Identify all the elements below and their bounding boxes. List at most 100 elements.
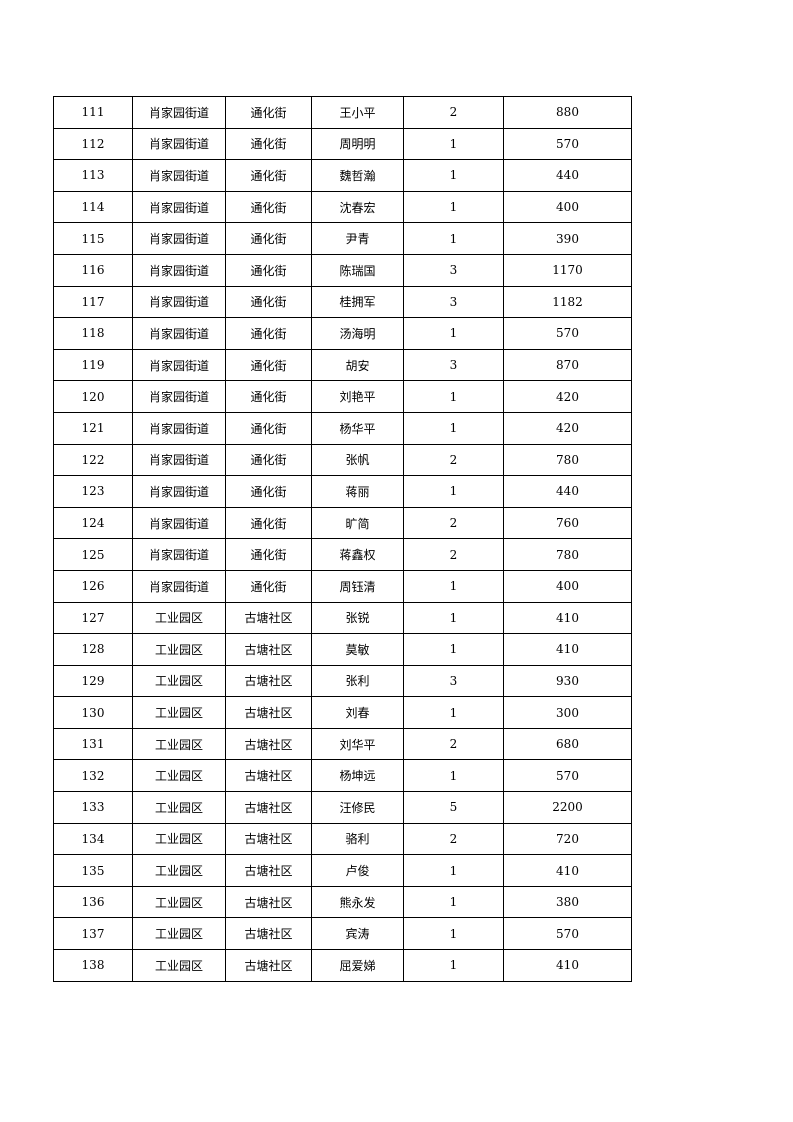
cell-count: 1 — [403, 696, 504, 729]
cell-amount: 410 — [503, 633, 632, 666]
cell-name: 蒋丽 — [311, 475, 404, 508]
cell-amount: 760 — [503, 506, 632, 540]
cell-street: 肖家园街道 — [132, 190, 226, 224]
table-row: 135 工业园区 古塘社区 卢俊 1 410 — [53, 854, 632, 887]
table-row: 132 工业园区 古塘社区 杨坤远 1 570 — [53, 759, 632, 793]
cell-amount: 420 — [503, 380, 632, 413]
cell-row-number: 114 — [53, 190, 133, 224]
table-row: 118 肖家园街道 通化街 汤海明 1 570 — [53, 317, 632, 350]
cell-name: 张帆 — [311, 443, 404, 477]
cell-street: 工业园区 — [132, 727, 226, 761]
table-row: 116 肖家园街道 通化街 陈瑞国 3 1170 — [53, 253, 632, 287]
table-row: 124 肖家园街道 通化街 旷简 2 760 — [53, 506, 632, 540]
cell-name: 魏哲瀚 — [311, 159, 404, 192]
table-row: 126 肖家园街道 通化街 周钰清 1 400 — [53, 569, 632, 603]
cell-street: 工业园区 — [132, 664, 226, 698]
cell-row-number: 135 — [53, 854, 133, 887]
cell-community: 古塘社区 — [225, 822, 312, 856]
table-row: 134 工业园区 古塘社区 骆利 2 720 — [53, 822, 632, 856]
cell-count: 3 — [403, 285, 504, 319]
cell-row-number: 121 — [53, 411, 133, 445]
cell-count: 1 — [403, 127, 504, 161]
cell-name: 刘艳平 — [311, 380, 404, 413]
cell-name: 卢俊 — [311, 854, 404, 887]
cell-name: 熊永发 — [311, 885, 404, 919]
cell-count: 2 — [403, 443, 504, 477]
table-row: 120 肖家园街道 通化街 刘艳平 1 420 — [53, 380, 632, 413]
cell-row-number: 126 — [53, 569, 133, 603]
cell-community: 古塘社区 — [225, 727, 312, 761]
cell-count: 1 — [403, 222, 504, 255]
cell-count: 1 — [403, 190, 504, 224]
cell-community: 古塘社区 — [225, 949, 312, 982]
cell-amount: 410 — [503, 949, 632, 982]
cell-name: 莫敏 — [311, 633, 404, 666]
cell-row-number: 137 — [53, 917, 133, 951]
cell-street: 工业园区 — [132, 633, 226, 666]
cell-row-number: 131 — [53, 727, 133, 761]
cell-amount: 440 — [503, 475, 632, 508]
cell-row-number: 122 — [53, 443, 133, 477]
cell-street: 肖家园街道 — [132, 443, 226, 477]
table-row: 113 肖家园街道 通化街 魏哲瀚 1 440 — [53, 159, 632, 192]
table-row: 121 肖家园街道 通化街 杨华平 1 420 — [53, 411, 632, 445]
cell-name: 陈瑞国 — [311, 253, 404, 287]
cell-count: 3 — [403, 348, 504, 382]
cell-name: 尹青 — [311, 222, 404, 255]
cell-street: 工业园区 — [132, 949, 226, 982]
cell-row-number: 129 — [53, 664, 133, 698]
table-row: 125 肖家园街道 通化街 蒋鑫权 2 780 — [53, 538, 632, 571]
table-row: 131 工业园区 古塘社区 刘华平 2 680 — [53, 727, 632, 761]
cell-amount: 570 — [503, 917, 632, 951]
table-row: 115 肖家园街道 通化街 尹青 1 390 — [53, 222, 632, 255]
cell-count: 1 — [403, 475, 504, 508]
cell-street: 肖家园街道 — [132, 253, 226, 287]
cell-community: 古塘社区 — [225, 854, 312, 887]
cell-community: 通化街 — [225, 569, 312, 603]
cell-amount: 380 — [503, 885, 632, 919]
cell-name: 屈爱娣 — [311, 949, 404, 982]
cell-name: 汤海明 — [311, 317, 404, 350]
cell-amount: 570 — [503, 759, 632, 793]
cell-name: 桂拥军 — [311, 285, 404, 319]
cell-street: 肖家园街道 — [132, 285, 226, 319]
cell-count: 5 — [403, 791, 504, 824]
cell-street: 肖家园街道 — [132, 475, 226, 508]
cell-community: 通化街 — [225, 285, 312, 319]
cell-name: 王小平 — [311, 96, 404, 129]
cell-count: 1 — [403, 885, 504, 919]
table-row: 119 肖家园街道 通化街 胡安 3 870 — [53, 348, 632, 382]
cell-count: 1 — [403, 949, 504, 982]
cell-amount: 400 — [503, 569, 632, 603]
table-row: 130 工业园区 古塘社区 刘春 1 300 — [53, 696, 632, 729]
cell-row-number: 117 — [53, 285, 133, 319]
cell-community: 通化街 — [225, 127, 312, 161]
cell-community: 通化街 — [225, 96, 312, 129]
cell-count: 1 — [403, 411, 504, 445]
cell-name: 杨华平 — [311, 411, 404, 445]
cell-community: 通化街 — [225, 538, 312, 571]
cell-amount: 400 — [503, 190, 632, 224]
cell-amount: 300 — [503, 696, 632, 729]
cell-row-number: 115 — [53, 222, 133, 255]
cell-row-number: 111 — [53, 96, 133, 129]
cell-amount: 930 — [503, 664, 632, 698]
cell-amount: 570 — [503, 317, 632, 350]
table-row: 128 工业园区 古塘社区 莫敏 1 410 — [53, 633, 632, 666]
cell-street: 工业园区 — [132, 791, 226, 824]
cell-row-number: 134 — [53, 822, 133, 856]
cell-amount: 780 — [503, 538, 632, 571]
cell-community: 通化街 — [225, 506, 312, 540]
cell-community: 通化街 — [225, 159, 312, 192]
cell-row-number: 133 — [53, 791, 133, 824]
cell-count: 3 — [403, 664, 504, 698]
cell-amount: 2200 — [503, 791, 632, 824]
cell-community: 通化街 — [225, 475, 312, 508]
cell-name: 蒋鑫权 — [311, 538, 404, 571]
cell-community: 古塘社区 — [225, 917, 312, 951]
cell-community: 古塘社区 — [225, 885, 312, 919]
cell-amount: 870 — [503, 348, 632, 382]
cell-row-number: 118 — [53, 317, 133, 350]
cell-name: 杨坤远 — [311, 759, 404, 793]
cell-count: 1 — [403, 317, 504, 350]
